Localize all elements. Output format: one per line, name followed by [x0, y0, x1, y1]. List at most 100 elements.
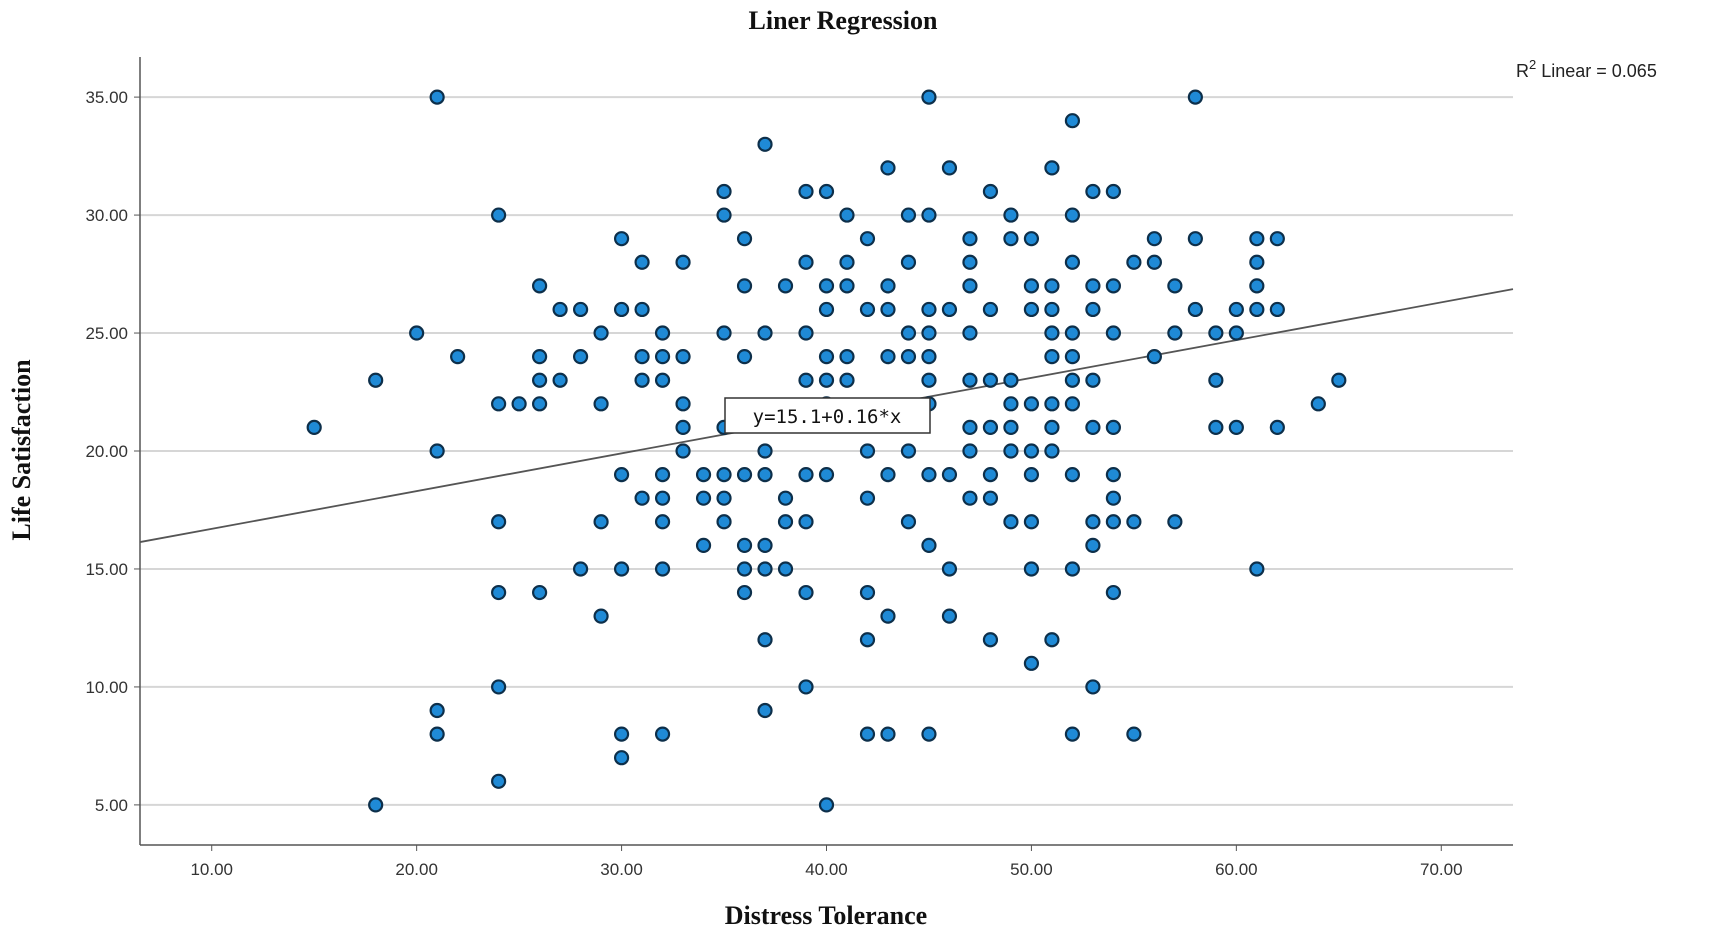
data-point — [982, 372, 999, 388]
data-point — [572, 561, 589, 577]
data-point — [675, 443, 691, 459]
data-point — [880, 608, 896, 624]
data-point — [572, 349, 589, 365]
data-point — [654, 466, 671, 483]
data-point — [1085, 278, 1101, 294]
data-point — [880, 160, 896, 176]
data-point — [368, 372, 384, 388]
data-point — [654, 726, 671, 742]
data-point — [1023, 301, 1040, 318]
data-point — [941, 301, 958, 318]
data-point — [839, 254, 855, 270]
data-point — [777, 514, 794, 530]
data-point — [1085, 372, 1101, 388]
data-point — [429, 702, 445, 719]
x-tick-label: 70.00 — [1420, 860, 1463, 879]
data-point — [798, 254, 814, 270]
data-point — [593, 514, 609, 530]
data-point — [1105, 466, 1121, 483]
data-point — [1044, 419, 1060, 436]
y-axis-label: Life Satisfaction — [7, 359, 36, 541]
data-point — [1249, 254, 1265, 270]
data-point — [1269, 419, 1285, 436]
data-point — [1044, 325, 1060, 341]
data-point — [1044, 301, 1060, 318]
data-point — [900, 207, 917, 223]
data-point — [818, 466, 835, 483]
x-tick-label: 20.00 — [395, 860, 438, 879]
data-point — [941, 160, 958, 176]
x-tick-label: 10.00 — [190, 860, 233, 879]
data-point — [1003, 231, 1019, 247]
data-point — [634, 490, 650, 506]
data-point — [613, 301, 630, 318]
y-tick-labels: 5.00 10.00 15.00 20.00 25.00 30.00 35.00 — [85, 88, 128, 815]
data-point — [818, 301, 835, 318]
data-point — [1044, 443, 1060, 459]
data-point — [839, 372, 855, 388]
data-point — [757, 443, 773, 459]
data-point — [1105, 490, 1121, 506]
data-point — [1208, 325, 1224, 341]
data-point — [429, 726, 445, 742]
data-point — [1085, 679, 1101, 695]
data-point — [921, 726, 937, 742]
data-point — [777, 561, 794, 577]
data-point — [1105, 419, 1121, 436]
data-point — [818, 349, 835, 365]
data-point — [593, 396, 609, 412]
data-point — [634, 349, 650, 365]
data-point — [1187, 89, 1203, 105]
data-point — [1105, 325, 1121, 341]
data-point — [1064, 726, 1081, 742]
data-point — [654, 372, 671, 388]
data-point — [839, 349, 855, 365]
data-point — [1003, 443, 1019, 459]
data-point — [1064, 561, 1081, 577]
data-point — [736, 466, 753, 483]
data-point — [798, 466, 814, 483]
data-point — [859, 726, 876, 742]
data-point — [491, 514, 507, 530]
data-point — [1228, 419, 1244, 436]
data-point — [695, 537, 712, 553]
data-point — [982, 419, 999, 436]
data-point — [777, 278, 794, 294]
data-point — [757, 136, 773, 152]
data-point — [1167, 325, 1183, 341]
data-point — [1085, 514, 1101, 530]
data-point — [880, 466, 896, 483]
data-point — [532, 372, 548, 388]
data-point — [859, 301, 876, 318]
data-points — [306, 89, 1347, 813]
y-tick-label: 25.00 — [85, 324, 128, 343]
x-tick-label: 40.00 — [805, 860, 848, 879]
data-point — [880, 349, 896, 365]
data-point — [757, 632, 773, 648]
data-point — [962, 231, 978, 247]
data-point — [1064, 396, 1081, 412]
data-point — [1249, 278, 1265, 294]
data-point — [880, 301, 896, 318]
equation-label: y=15.1+0.16*x — [753, 406, 902, 428]
data-point — [532, 278, 548, 294]
data-point — [552, 301, 568, 318]
data-point — [593, 325, 609, 341]
data-point — [1228, 325, 1244, 341]
data-point — [859, 632, 876, 648]
data-point — [491, 584, 507, 601]
data-point — [1085, 183, 1101, 200]
data-point — [654, 490, 671, 506]
data-point — [798, 325, 814, 341]
data-point — [1167, 278, 1183, 294]
data-point — [552, 372, 568, 388]
data-point — [1105, 584, 1121, 601]
data-point — [941, 608, 958, 624]
data-point — [982, 632, 999, 648]
data-point — [736, 537, 753, 553]
data-point — [1228, 301, 1244, 318]
data-point — [818, 797, 835, 813]
data-point — [757, 561, 773, 577]
data-point — [1044, 278, 1060, 294]
data-point — [716, 207, 732, 223]
